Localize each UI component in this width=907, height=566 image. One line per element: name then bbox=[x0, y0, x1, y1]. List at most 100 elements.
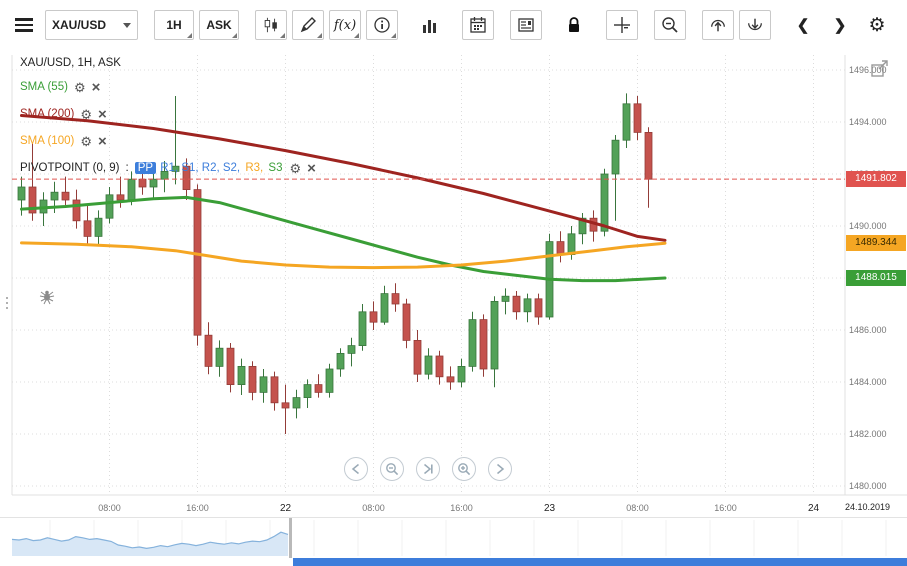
pivot-segments: PP R1, S1, R2, S2, R3, S3 bbox=[134, 162, 284, 174]
step-forward-button[interactable] bbox=[488, 457, 512, 481]
navigator-chart[interactable] bbox=[0, 518, 907, 558]
indicator-label: SMA (100) bbox=[20, 135, 75, 147]
chart-type-button[interactable] bbox=[255, 10, 287, 40]
indicator-remove-icon[interactable]: × bbox=[97, 105, 107, 123]
scroll-left-button[interactable]: ❮ bbox=[787, 10, 819, 40]
pivot-segment: S3 bbox=[265, 162, 283, 174]
chevron-left-icon: ❮ bbox=[796, 17, 810, 34]
indicator-label: SMA (55) bbox=[20, 81, 68, 93]
indicator-remove-icon[interactable]: × bbox=[91, 78, 101, 96]
zoom-out-chart-button[interactable] bbox=[380, 457, 404, 481]
horizontal-scrollbar[interactable] bbox=[293, 558, 907, 566]
detach-chart-button[interactable] bbox=[869, 57, 891, 84]
svg-text:1496.000: 1496.000 bbox=[849, 65, 887, 75]
overlay-sma-55 bbox=[20, 195, 667, 283]
panel-splitter-handle[interactable] bbox=[4, 290, 10, 316]
step-back-button[interactable] bbox=[344, 457, 368, 481]
report-icon bbox=[518, 18, 534, 32]
pivot-segment: R3, bbox=[242, 162, 264, 174]
volume-button[interactable] bbox=[414, 10, 446, 40]
indicator-row-pivotpoint: PIVOTPOINT (0, 9) : PP R1, S1, R2, S2, R… bbox=[20, 159, 316, 177]
save-template-button[interactable] bbox=[702, 10, 734, 40]
svg-text:1486.000: 1486.000 bbox=[849, 325, 887, 335]
svg-text:16:00: 16:00 bbox=[186, 503, 209, 513]
popout-icon bbox=[871, 60, 888, 77]
skip-to-end-icon bbox=[424, 463, 433, 475]
indicators-button[interactable]: f(x) bbox=[329, 10, 361, 40]
indicator-remove-icon[interactable]: × bbox=[97, 132, 107, 150]
price-chart[interactable]: 1496.0001494.0001492.0001490.0001488.000… bbox=[0, 50, 907, 517]
navigator-line bbox=[11, 531, 289, 550]
go-to-latest-button[interactable] bbox=[416, 457, 440, 481]
info-button[interactable] bbox=[366, 10, 398, 40]
indicator-settings-icon[interactable]: ⚙ bbox=[289, 160, 302, 176]
indicator-row-sma200: SMA (200) ⚙ × bbox=[20, 105, 316, 123]
sma55-value-badge: 1488.015 bbox=[846, 269, 906, 286]
lock-button[interactable] bbox=[558, 10, 590, 40]
time-axis[interactable] bbox=[12, 495, 845, 517]
axis-labels: 1496.0001494.0001492.0001490.0001488.000… bbox=[98, 65, 886, 514]
indicator-row-sma55: SMA (55) ⚙ × bbox=[20, 78, 316, 96]
crosshair-icon bbox=[614, 17, 630, 33]
scroll-right-button[interactable]: ❯ bbox=[824, 10, 856, 40]
svg-text:08:00: 08:00 bbox=[362, 503, 385, 513]
fx-indicators-icon: f(x) bbox=[333, 17, 357, 33]
chevron-down-icon bbox=[123, 22, 131, 28]
svg-text:16:00: 16:00 bbox=[450, 503, 473, 513]
volume-bars-icon bbox=[423, 20, 436, 33]
draw-tools-button[interactable] bbox=[292, 10, 324, 40]
magnifier-plus-icon bbox=[458, 463, 471, 476]
chevron-right-icon: ❯ bbox=[833, 17, 847, 34]
triangle-left-icon bbox=[351, 463, 359, 475]
svg-text:1484.000: 1484.000 bbox=[849, 377, 887, 387]
overlay-sma-200 bbox=[20, 114, 667, 242]
indicator-settings-icon[interactable]: ⚙ bbox=[80, 106, 92, 122]
calendar-icon bbox=[470, 17, 486, 33]
indicator-settings-icon[interactable]: ⚙ bbox=[80, 133, 92, 149]
svg-text:1494.000: 1494.000 bbox=[849, 117, 887, 127]
navigator-range-handle[interactable] bbox=[289, 518, 292, 558]
info-icon bbox=[374, 17, 390, 33]
menu-button[interactable] bbox=[8, 10, 40, 40]
lock-icon bbox=[569, 17, 579, 32]
last-price-badge: 1491.802 bbox=[846, 171, 906, 188]
indicator-settings-icon[interactable]: ⚙ bbox=[73, 79, 86, 95]
svg-text:08:00: 08:00 bbox=[98, 503, 121, 513]
symbol-select[interactable]: XAU/USD bbox=[45, 10, 138, 40]
axis-end-date: 24.10.2019 bbox=[845, 502, 891, 512]
triangle-right-icon bbox=[497, 463, 505, 475]
download-circle-icon bbox=[748, 18, 762, 31]
svg-text:1490.000: 1490.000 bbox=[849, 221, 887, 231]
svg-text:1480.000: 1480.000 bbox=[849, 481, 887, 491]
navigator-area bbox=[12, 532, 288, 556]
indicator-remove-icon[interactable]: × bbox=[307, 159, 316, 177]
sma100-value-badge: 1489.344 bbox=[846, 235, 906, 252]
chart-title: XAU/USD, 1H, ASK bbox=[20, 57, 121, 69]
svg-text:24: 24 bbox=[808, 503, 820, 514]
price-side-select[interactable]: ASK bbox=[199, 10, 239, 40]
crosshair-button[interactable] bbox=[606, 10, 638, 40]
zoom-out-button[interactable] bbox=[654, 10, 686, 40]
svg-text:16:00: 16:00 bbox=[714, 503, 737, 513]
timeframe-select[interactable]: 1H bbox=[154, 10, 194, 40]
pivot-segment: PP bbox=[134, 162, 157, 174]
timeframe-label: 1H bbox=[166, 18, 182, 32]
svg-text:23: 23 bbox=[544, 503, 556, 514]
chart-type-candlestick-icon bbox=[264, 17, 277, 33]
magnifier-minus-icon bbox=[386, 463, 399, 476]
chart-navigator[interactable] bbox=[0, 517, 907, 558]
settings-button[interactable]: ⚙ bbox=[861, 10, 893, 40]
pivot-segment: R1, S1, R2, S2, bbox=[157, 162, 241, 174]
load-template-button[interactable] bbox=[739, 10, 771, 40]
chart-legend: XAU/USD, 1H, ASK SMA (55) ⚙ × SMA (200) … bbox=[20, 57, 316, 186]
overlay-sma-100 bbox=[20, 241, 667, 270]
calendar-button[interactable] bbox=[462, 10, 494, 40]
draw-icon bbox=[300, 17, 316, 33]
svg-text:08:00: 08:00 bbox=[626, 503, 649, 513]
indicator-label: SMA (200) bbox=[20, 108, 75, 120]
report-button[interactable] bbox=[510, 10, 542, 40]
indicator-row-sma100: SMA (100) ⚙ × bbox=[20, 132, 316, 150]
pivot-label: PIVOTPOINT (0, 9) bbox=[20, 162, 120, 174]
zoom-in-chart-button[interactable] bbox=[452, 457, 476, 481]
